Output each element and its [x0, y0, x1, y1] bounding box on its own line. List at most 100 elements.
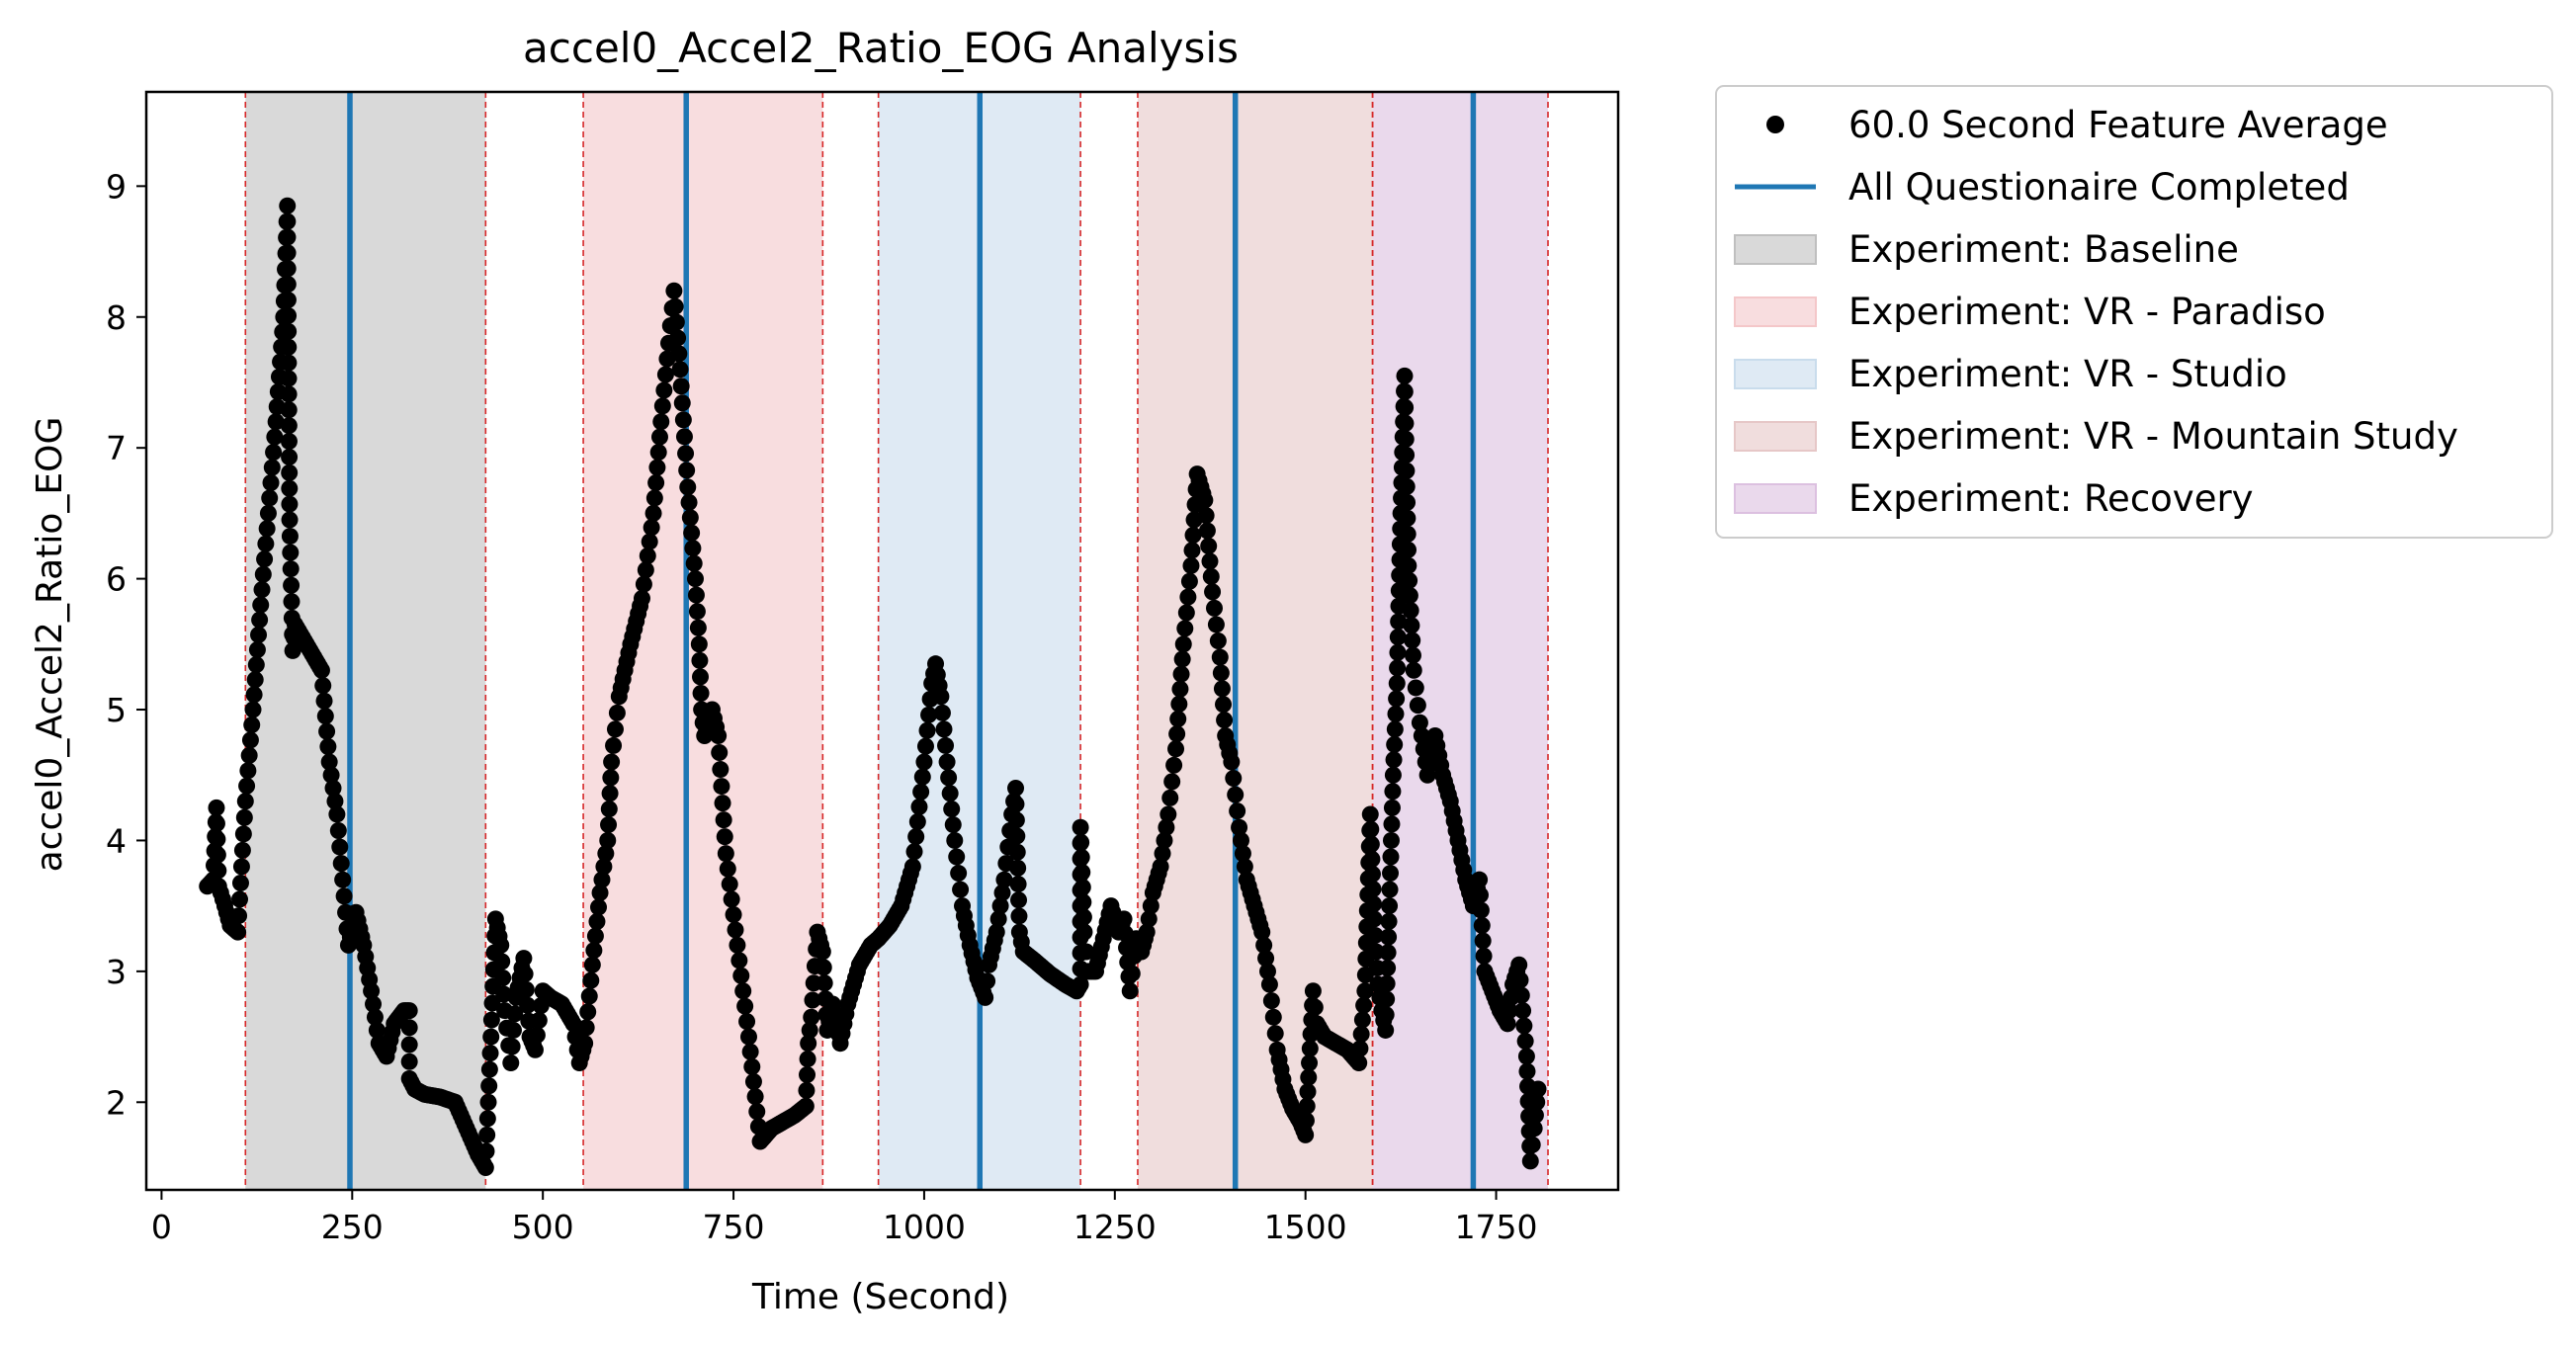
data-point	[316, 708, 334, 725]
data-point	[585, 942, 603, 960]
data-point	[1471, 886, 1489, 904]
data-point	[1382, 831, 1400, 849]
data-point	[744, 1072, 762, 1090]
data-point	[586, 927, 604, 945]
data-point	[319, 738, 337, 756]
data-point	[685, 554, 703, 572]
data-point	[1409, 697, 1426, 715]
data-point	[579, 1003, 597, 1021]
legend-swatch-vr-studio	[1734, 359, 1817, 389]
data-point	[1152, 858, 1169, 876]
data-point	[1010, 907, 1028, 925]
data-point	[799, 1065, 816, 1083]
data-point	[667, 313, 685, 331]
data-point	[741, 1043, 759, 1060]
data-point	[1115, 910, 1133, 928]
data-point	[322, 766, 340, 784]
data-point	[734, 982, 752, 1000]
data-point	[477, 1142, 495, 1160]
data-point	[941, 785, 959, 802]
data-point	[803, 1008, 820, 1026]
data-point	[730, 952, 748, 970]
data-point	[588, 913, 606, 931]
data-point	[1010, 891, 1028, 909]
data-point	[645, 489, 663, 507]
data-point	[1142, 897, 1159, 915]
data-point	[1367, 943, 1385, 961]
data-point	[280, 370, 298, 387]
data-point	[732, 967, 750, 984]
data-point	[804, 991, 821, 1009]
data-point	[1009, 876, 1027, 893]
data-point	[977, 988, 994, 1006]
data-point	[279, 260, 297, 278]
data-point	[1182, 556, 1200, 574]
data-point	[254, 565, 272, 583]
data-point	[670, 345, 688, 363]
data-point	[232, 858, 250, 876]
data-point	[517, 980, 535, 998]
data-point	[368, 1021, 386, 1039]
data-point	[714, 795, 731, 812]
data-point	[1389, 629, 1407, 646]
data-point	[1378, 974, 1396, 992]
data-point	[647, 473, 665, 491]
data-point	[324, 779, 342, 797]
data-point	[1167, 740, 1185, 758]
data-point	[1183, 542, 1201, 559]
data-point	[932, 688, 950, 706]
legend-swatch-recovery	[1734, 483, 1817, 514]
data-point	[1384, 783, 1402, 801]
data-point	[1159, 805, 1177, 823]
data-point	[282, 544, 300, 561]
data-point	[946, 831, 964, 849]
data-point	[245, 686, 263, 704]
data-point	[678, 462, 696, 479]
data-point	[1200, 537, 1218, 554]
data-point	[483, 994, 501, 1012]
data-point	[689, 619, 707, 636]
data-point	[282, 560, 300, 578]
x-tick-label: 1000	[883, 1208, 966, 1246]
data-point	[687, 586, 705, 604]
data-point	[583, 956, 601, 973]
data-point	[240, 746, 258, 764]
data-point	[279, 197, 297, 214]
data-point	[506, 1005, 524, 1023]
data-point	[937, 736, 955, 754]
data-point	[252, 596, 270, 614]
data-point	[258, 520, 276, 538]
data-point	[312, 661, 330, 679]
data-point	[918, 721, 936, 739]
data-point	[1363, 865, 1381, 883]
data-point	[1351, 1040, 1369, 1057]
data-point	[576, 1035, 594, 1053]
data-point	[253, 581, 271, 599]
y-tick-label: 6	[106, 560, 127, 599]
data-point	[655, 381, 673, 399]
data-point	[649, 444, 667, 462]
data-point	[209, 846, 226, 864]
data-point	[1363, 850, 1381, 868]
data-point	[1402, 602, 1419, 620]
data-point	[1231, 818, 1248, 836]
data-point	[1384, 766, 1402, 784]
data-point	[1362, 820, 1380, 838]
data-point	[1179, 588, 1197, 606]
x-tick-label: 500	[512, 1208, 574, 1246]
data-point	[1382, 848, 1400, 866]
data-point	[798, 1081, 816, 1099]
data-point	[1073, 879, 1091, 896]
data-point	[328, 805, 346, 823]
data-point	[1383, 815, 1401, 833]
data-point	[816, 974, 833, 992]
data-point	[503, 1038, 521, 1055]
data-point	[1379, 960, 1397, 977]
data-point	[1073, 864, 1091, 882]
data-point	[1156, 831, 1173, 849]
data-point	[1512, 986, 1530, 1004]
data-point	[721, 876, 738, 893]
data-point	[363, 982, 381, 1000]
data-point	[950, 865, 968, 883]
data-point	[1385, 751, 1403, 769]
